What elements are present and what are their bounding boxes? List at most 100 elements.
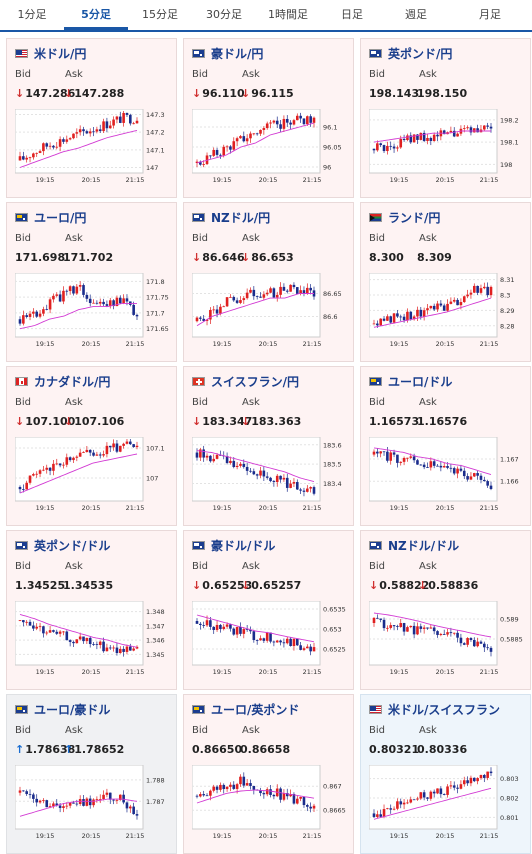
candle-body [386,145,389,152]
pair-title[interactable]: 英ポンド/円 [388,46,453,61]
rate-card[interactable]: 豪ドル/円 Bid Ask ↓96.110 ↓96.115 96.1 96.05 96 19:1… [183,38,354,198]
candle-body [396,454,399,463]
pair-title[interactable]: NZドル/ドル [388,538,460,553]
pair-title[interactable]: ユーロ/円 [34,210,87,225]
pair-title[interactable]: NZドル/円 [211,210,271,225]
down-arrow-icon: ↓ [241,579,251,592]
rate-card[interactable]: ユーロ/ドル Bid Ask 1.16573 1.16576 1.167 1.166 19:1… [360,366,531,526]
rate-card[interactable]: ユーロ/英ポンド Bid Ask 0.86650 0.86658 0.867 0.8665 1… [183,694,354,854]
ask-label: Ask [65,233,83,244]
eu-flag-icon [369,376,382,386]
bid-value: 8.300 [369,251,404,264]
pair-title[interactable]: 米ドル/円 [34,46,87,61]
rate-card[interactable]: ユーロ/豪ドル Bid Ask ↑1.78638 ↑1.78652 1.788 1.787 1… [6,694,177,854]
candle-body [289,638,292,647]
candle-body [409,135,413,143]
candle-body [62,290,65,302]
pair-title[interactable]: ユーロ/英ポンド [211,702,300,717]
rate-card[interactable]: 英ポンド/ドル Bid Ask 1.34525 1.34535 1.348 1.347 1.3… [6,530,177,690]
ask-label: Ask [65,69,83,80]
pair-title[interactable]: 英ポンド/ドル [34,538,111,553]
y-tick-label: 198.2 [500,116,519,124]
pair-title[interactable]: スイスフラン/円 [211,374,300,389]
tab-6[interactable]: 日足 [341,8,363,21]
rate-card[interactable]: 豪ドル/ドル Bid Ask ↓0.65253 ↓0.65257 0.6535 0.653 0… [183,530,354,690]
x-tick-label: 21:15 [126,340,145,348]
candlestick-chart[interactable]: 0.803 0.802 0.801 19:15 20:15 21:15 [369,765,524,841]
tab-5[interactable]: 1時間足 [268,8,308,21]
pair-title[interactable]: ユーロ/豪ドル [34,702,111,717]
candle-body [483,286,486,289]
ask-value: ↓147.288 [64,87,125,100]
tab-2[interactable]: 5分足 [64,0,128,30]
tab-4[interactable]: 30分足 [206,8,242,21]
pair-title[interactable]: 豪ドル/円 [211,46,264,61]
pair-title[interactable]: カナダドル/円 [34,374,111,389]
candle-body [35,311,39,317]
pair-title[interactable]: 米ドル/スイスフラン [388,702,501,717]
rate-card[interactable]: スイスフラン/円 Bid Ask ↓183.347 ↓183.363 183.6 183.5… [183,366,354,526]
pair-title[interactable]: 豪ドル/ドル [211,538,276,553]
candle-body [202,449,205,458]
x-tick-label: 20:15 [436,176,455,184]
candle-body [52,145,55,148]
y-tick-label: 8.28 [500,322,514,330]
rate-card[interactable]: ユーロ/円 Bid Ask 171.698 171.702 171.8 171.75 171.… [6,202,177,362]
candlestick-chart[interactable]: 0.6535 0.653 0.6525 19:15 20:15 21:15 [192,601,347,677]
candle-body [382,619,386,629]
candlestick-chart[interactable]: 1.167 1.166 19:15 20:15 21:15 [369,437,524,513]
candlestick-chart[interactable]: 1.788 1.787 19:15 20:15 21:15 [15,765,170,841]
candlestick-chart[interactable]: 183.6 183.5 183.4 19:15 20:15 21:15 [192,437,347,513]
y-tick-label: 1.347 [146,622,165,630]
ask-value: ↓96.115 [241,87,294,100]
candle-body [225,456,229,463]
moving-average-line [19,453,138,494]
candle-body [222,306,226,308]
pair-title[interactable]: ランド/円 [388,210,441,225]
candle-body [232,784,236,789]
y-tick-label: 1.166 [500,478,519,486]
candle-body [118,116,122,123]
candle-body [486,125,489,127]
y-tick-label: 107.1 [146,445,165,453]
candle-body [412,799,416,801]
candlestick-chart[interactable]: 147.3 147.2 147.1 147 19:15 20:15 21:15 [15,109,170,185]
rate-card[interactable]: NZドル/ドル Bid Ask ↓0.58822 ↓0.58836 0.589 0.5885… [360,530,531,690]
tab-1[interactable]: 1分足 [17,8,47,21]
candle-body [432,305,436,310]
rate-card[interactable]: 米ドル/円 Bid Ask ↓147.286 ↓147.288 147.3 147.2 147… [6,38,177,198]
candle-body [279,475,282,480]
candle-body [125,802,129,809]
rate-card[interactable]: 米ドル/スイスフラン Bid Ask 0.80321 0.80336 0.803 0.802… [360,694,531,854]
candlestick-chart[interactable]: 0.867 0.8665 19:15 20:15 21:15 [192,765,347,841]
candlestick-chart[interactable]: 0.589 0.5885 19:15 20:15 21:15 [369,601,524,677]
tab-7[interactable]: 週足 [405,8,427,21]
plot-area [192,273,321,338]
candle-body [62,631,65,633]
candlestick-chart[interactable]: 1.348 1.347 1.346 1.345 19:15 20:15 21:15 [15,601,170,677]
rate-card[interactable]: カナダドル/円 Bid Ask ↓107.100 ↓107.106 107.1 107 19:… [6,366,177,526]
tab-3[interactable]: 15分足 [142,8,178,21]
candle-body [235,465,239,467]
rate-card[interactable]: 英ポンド/円 Bid Ask 198.143 198.150 198.2 198.1 198 1… [360,38,531,198]
candle-body [112,119,115,126]
x-tick-label: 21:15 [303,340,322,348]
candle-body [82,285,85,295]
rate-card[interactable]: ランド/円 Bid Ask 8.300 8.309 8.31 8.3 8.29 8.28 19:1… [360,202,531,362]
candlestick-chart[interactable]: 8.31 8.3 8.29 8.28 19:15 20:15 21:15 [369,273,524,349]
candle-body [479,774,483,779]
pair-title[interactable]: ユーロ/ドル [388,374,453,389]
tab-8[interactable]: 月足 [479,8,501,21]
down-arrow-icon: ↓ [64,87,74,100]
candle-body [65,139,69,142]
candlestick-chart[interactable]: 86.65 86.6 19:15 20:15 21:15 [192,273,347,349]
candle-body [265,123,269,129]
candle-body [379,318,382,326]
candlestick-chart[interactable]: 198.2 198.1 198 19:15 20:15 21:15 [369,109,524,185]
candle-body [125,298,129,302]
candlestick-chart[interactable]: 171.8 171.75 171.7 171.65 19:15 20:15 21:15 [15,273,170,349]
candle-body [265,292,269,295]
candlestick-chart[interactable]: 96.1 96.05 96 19:15 20:15 21:15 [192,109,347,185]
candlestick-chart[interactable]: 107.1 107 19:15 20:15 21:15 [15,437,170,513]
rate-card[interactable]: NZドル/円 Bid Ask ↓86.646 ↓86.653 86.65 86.6 19:15… [183,202,354,362]
